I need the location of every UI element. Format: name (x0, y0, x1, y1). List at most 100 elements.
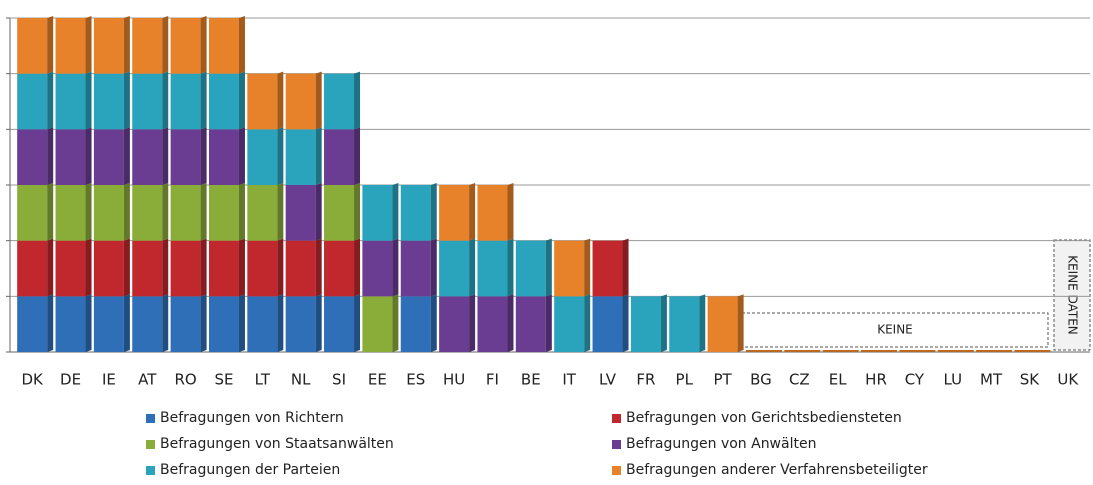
legend-label: Befragungen der Parteien (160, 462, 340, 478)
x-tick-label: EL (829, 371, 847, 389)
bar-side (315, 294, 322, 352)
bar-side (545, 238, 552, 297)
bar-side (200, 71, 207, 130)
bar-side (315, 71, 322, 130)
bar-side (238, 127, 245, 185)
bar-segment (170, 16, 207, 74)
bar-segment (17, 127, 54, 185)
bar-side (47, 294, 54, 352)
x-tick-label: RO (174, 371, 196, 389)
bar-side (238, 294, 245, 352)
bar-segment (669, 294, 706, 352)
bar-segment (285, 127, 322, 185)
bar-face (93, 73, 124, 130)
bar-segment (362, 294, 399, 352)
bar-side (277, 183, 284, 241)
bar-face (324, 73, 355, 130)
bar-side (354, 294, 361, 352)
bar-side (85, 238, 92, 297)
bar-side (584, 238, 591, 297)
annotation: KEINE (877, 323, 913, 337)
bar-face (208, 185, 239, 241)
bar-side (315, 238, 322, 297)
bar-face (170, 73, 201, 130)
bar-side (123, 127, 130, 185)
bar-side (430, 183, 437, 241)
bar-side (392, 294, 399, 352)
bar-side (123, 183, 130, 241)
bar-side (469, 294, 476, 352)
bar-segment (285, 183, 322, 241)
bar-segment (400, 238, 437, 297)
bar-segment (93, 127, 130, 185)
bar-side (200, 238, 207, 297)
bar-segment (93, 183, 130, 241)
bar-face (55, 296, 86, 352)
bar-face (132, 296, 163, 352)
bar-face (477, 185, 508, 241)
bar-side (85, 16, 92, 74)
bar-face (170, 240, 201, 297)
x-tick-label: FR (636, 371, 655, 389)
bar-floor (937, 350, 974, 352)
legend-swatch (612, 414, 621, 423)
x-tick-label: UK (1057, 371, 1079, 389)
bar-segment (132, 127, 169, 185)
no-data-box (741, 312, 1049, 348)
bar-segment (132, 183, 169, 241)
bar-floor (861, 350, 898, 352)
bar-segment (324, 183, 361, 241)
bar-side (660, 294, 667, 352)
bar-segment (477, 183, 514, 241)
bar-segment (55, 127, 92, 185)
bar-side (85, 127, 92, 185)
bar-side (162, 183, 169, 241)
bar-segment (592, 238, 629, 297)
bar-segment (592, 294, 629, 352)
bar-face (93, 296, 124, 352)
bar-segment (208, 71, 245, 130)
bar-side (584, 294, 591, 352)
bar-side (238, 71, 245, 130)
x-tick-label: SE (214, 371, 233, 389)
bar-face (132, 18, 163, 74)
bar-face (132, 73, 163, 130)
bar-face (132, 129, 163, 185)
bar-face (439, 240, 470, 297)
bar-side (354, 127, 361, 185)
bar-side (200, 294, 207, 352)
bar-face (93, 18, 124, 74)
bar-face (362, 240, 393, 297)
bar-segment (439, 183, 476, 241)
bar-face (554, 240, 585, 297)
bar-segment (55, 16, 92, 74)
bar-segment (324, 71, 361, 130)
bar-segment (707, 294, 744, 352)
bar-segment (477, 294, 514, 352)
x-tick-label: HU (443, 371, 465, 389)
bar-face (93, 240, 124, 297)
bar-side (47, 183, 54, 241)
bar-segment (554, 294, 591, 352)
bar-face (170, 185, 201, 241)
bar-side (430, 294, 437, 352)
bar-segment (515, 294, 552, 352)
bar-face (93, 185, 124, 241)
bar-segment (362, 183, 399, 241)
bar-face (93, 129, 124, 185)
bar-segment (208, 294, 245, 352)
bar-segment (362, 238, 399, 297)
no-data-box (1053, 239, 1091, 351)
bar-side (162, 294, 169, 352)
bar-floor (822, 350, 859, 352)
legend-label: Befragungen von Staatsanwälten (160, 436, 394, 452)
bar-segment (247, 294, 284, 352)
x-tick-label: AT (138, 371, 157, 389)
legend-swatch (612, 466, 621, 475)
bar-face (324, 129, 355, 185)
bar-side (430, 238, 437, 297)
bar-face (208, 296, 239, 352)
bar-segment (132, 294, 169, 352)
bar-segment (208, 16, 245, 74)
